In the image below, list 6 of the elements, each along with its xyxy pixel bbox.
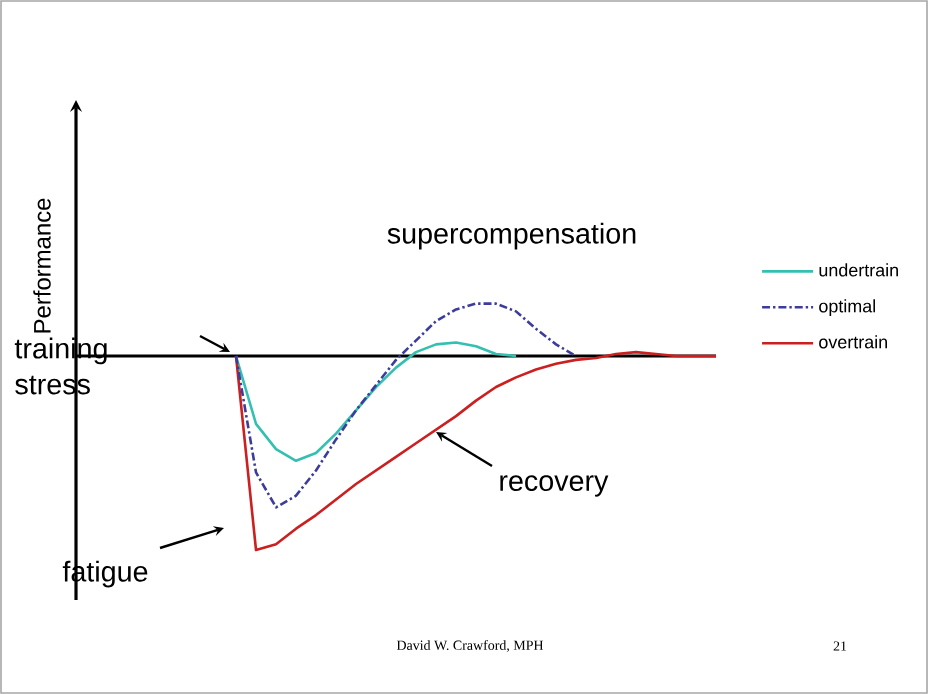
annotation: recovery [500,475,609,497]
text: supercompensation [387,222,636,250]
legend-label: optimal [819,299,875,317]
text: Performance [33,198,51,333]
legend-label: overtrain [819,335,887,349]
legend-label: undertrain [819,263,898,277]
